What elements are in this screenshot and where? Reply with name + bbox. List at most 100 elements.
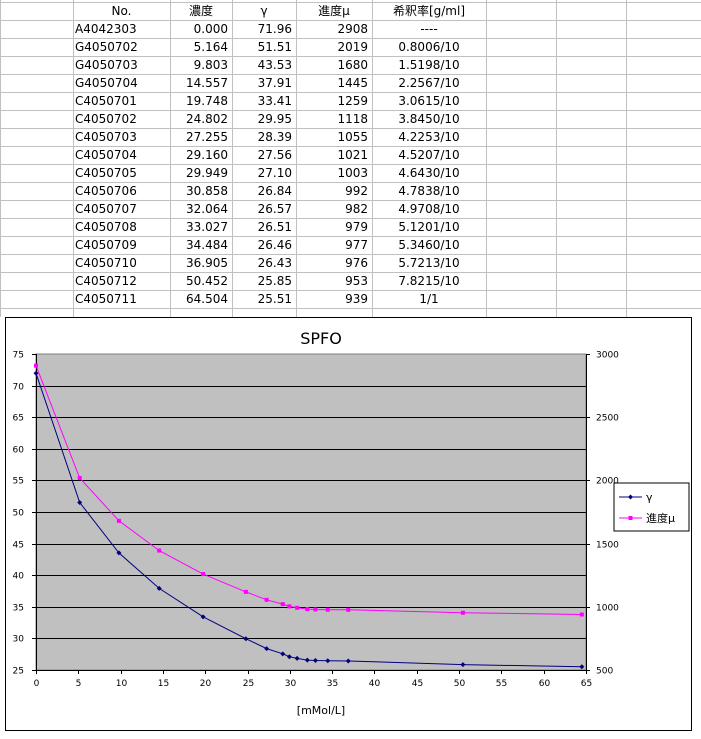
- table-cell[interactable]: 7.8215/10: [398, 274, 460, 288]
- table-cell[interactable]: 4.2253/10: [398, 130, 460, 144]
- data-point-gamma: [243, 636, 249, 642]
- table-cell[interactable]: 26.84: [257, 184, 292, 198]
- table-cell[interactable]: 25.85: [257, 274, 292, 288]
- table-cell[interactable]: 25.51: [257, 292, 292, 306]
- table-cell[interactable]: 953: [345, 274, 368, 288]
- table-cell[interactable]: 19.748: [186, 94, 228, 108]
- table-cell[interactable]: 29.160: [186, 148, 228, 162]
- table-cell[interactable]: C4050707: [75, 202, 137, 216]
- table-cell[interactable]: 5.164: [193, 40, 228, 54]
- table-cell[interactable]: 29.95: [257, 112, 292, 126]
- table-cell[interactable]: 1259: [337, 94, 368, 108]
- y-tick-label: 40: [13, 572, 25, 582]
- table-cell[interactable]: C4050706: [75, 184, 137, 198]
- table-cell[interactable]: C4050711: [75, 292, 137, 306]
- table-cell[interactable]: 5.3460/10: [398, 238, 460, 252]
- table-cell[interactable]: 1055: [337, 130, 368, 144]
- table-cell[interactable]: ----: [420, 22, 438, 36]
- table-cell[interactable]: C4050710: [75, 256, 137, 270]
- table-cell[interactable]: 50.452: [186, 274, 228, 288]
- table-cell[interactable]: 37.91: [257, 76, 292, 90]
- table-cell[interactable]: C4050712: [75, 274, 137, 288]
- table-cell[interactable]: 1/1: [419, 292, 439, 306]
- table-cell[interactable]: C4050705: [75, 166, 137, 180]
- table-cell[interactable]: 0.000: [193, 22, 228, 36]
- table-cell[interactable]: 1118: [337, 112, 368, 126]
- table-cell[interactable]: 4.5207/10: [398, 148, 460, 162]
- table-cell[interactable]: 1445: [337, 76, 368, 90]
- table-cell[interactable]: 30.858: [186, 184, 228, 198]
- table-cell[interactable]: 26.57: [257, 202, 292, 216]
- data-point-gamma: [200, 614, 206, 620]
- table-cell[interactable]: A4042303: [75, 22, 137, 36]
- y2-tick-label: 2000: [596, 477, 619, 487]
- spreadsheet-grid: [0, 0, 701, 317]
- table-cell[interactable]: 4.7838/10: [398, 184, 460, 198]
- table-cell[interactable]: 34.484: [186, 238, 228, 252]
- table-cell[interactable]: 1.5198/10: [398, 58, 460, 72]
- chart-svg: SPFO253035404550556065707550010001500200…: [13, 329, 690, 717]
- table-cell[interactable]: 992: [345, 184, 368, 198]
- table-cell[interactable]: G4050704: [75, 76, 138, 90]
- legend[interactable]: γ 進度μ: [613, 482, 690, 532]
- table-cell[interactable]: 26.43: [257, 256, 292, 270]
- table-cell[interactable]: 27.10: [257, 166, 292, 180]
- header-gamma[interactable]: γ: [260, 4, 268, 18]
- table-cell[interactable]: 27.56: [257, 148, 292, 162]
- table-cell[interactable]: 3.8450/10: [398, 112, 460, 126]
- table-cell[interactable]: 33.027: [186, 220, 228, 234]
- table-cell[interactable]: 4.6430/10: [398, 166, 460, 180]
- table-cell[interactable]: 1021: [337, 148, 368, 162]
- table-cell[interactable]: 9.803: [193, 58, 228, 72]
- table-cell[interactable]: C4050709: [75, 238, 137, 252]
- table-cell[interactable]: 51.51: [257, 40, 292, 54]
- table-cell[interactable]: 5.1201/10: [398, 220, 460, 234]
- table-cell[interactable]: 3.0615/10: [398, 94, 460, 108]
- table-cell[interactable]: 28.39: [257, 130, 292, 144]
- table-cell[interactable]: 43.53: [257, 58, 292, 72]
- table-cell[interactable]: 1680: [337, 58, 368, 72]
- data-point-mu: [313, 607, 318, 612]
- table-cell[interactable]: 71.96: [257, 22, 292, 36]
- table-cell[interactable]: C4050701: [75, 94, 137, 108]
- table-cell[interactable]: C4050704: [75, 148, 137, 162]
- table-cell[interactable]: G4050703: [75, 58, 138, 72]
- header-no[interactable]: No.: [111, 4, 132, 18]
- table-cell[interactable]: 32.064: [186, 202, 228, 216]
- table-cell[interactable]: C4050702: [75, 112, 137, 126]
- table-cell[interactable]: 26.46: [257, 238, 292, 252]
- chart-area[interactable]: SPFO 25 30 35 40 45 50 55 60 65 70 75 500 1000 1500 200…: [5, 317, 692, 731]
- table-cell[interactable]: 976: [345, 256, 368, 270]
- table-cell[interactable]: 64.504: [186, 292, 228, 306]
- table-cell[interactable]: 2.2567/10: [398, 76, 460, 90]
- table-cell[interactable]: 4.9708/10: [398, 202, 460, 216]
- table-cell[interactable]: 2908: [337, 22, 368, 36]
- table-cell[interactable]: G4050702: [75, 40, 138, 54]
- table-cell[interactable]: 24.802: [186, 112, 228, 126]
- x-tick-label: 55: [496, 679, 507, 689]
- x-tick-label: 30: [285, 679, 297, 689]
- header-dilution[interactable]: 希釈率[g/ml]: [392, 4, 466, 18]
- header-mu[interactable]: 進度μ: [318, 4, 350, 18]
- table-cell[interactable]: 29.949: [186, 166, 228, 180]
- table-cell[interactable]: 979: [345, 220, 368, 234]
- data-point-mu: [579, 612, 584, 617]
- data-point-gamma: [294, 655, 300, 661]
- table-cell[interactable]: 27.255: [186, 130, 228, 144]
- legend-box: [613, 482, 690, 532]
- table-cell[interactable]: 26.51: [257, 220, 292, 234]
- table-cell[interactable]: 36.905: [186, 256, 228, 270]
- table-cell[interactable]: C4050703: [75, 130, 137, 144]
- table-cell[interactable]: 982: [345, 202, 368, 216]
- table-cell[interactable]: 1003: [337, 166, 368, 180]
- table-cell[interactable]: 939: [345, 292, 368, 306]
- table-cell[interactable]: 5.7213/10: [398, 256, 460, 270]
- table-cell[interactable]: 14.557: [186, 76, 228, 90]
- header-concentration[interactable]: 濃度: [188, 4, 213, 18]
- data-point-mu: [264, 597, 269, 602]
- table-cell[interactable]: 33.41: [257, 94, 292, 108]
- table-cell[interactable]: C4050708: [75, 220, 137, 234]
- table-cell[interactable]: 2019: [337, 40, 368, 54]
- table-cell[interactable]: 0.8006/10: [398, 40, 460, 54]
- table-cell[interactable]: 977: [345, 238, 368, 252]
